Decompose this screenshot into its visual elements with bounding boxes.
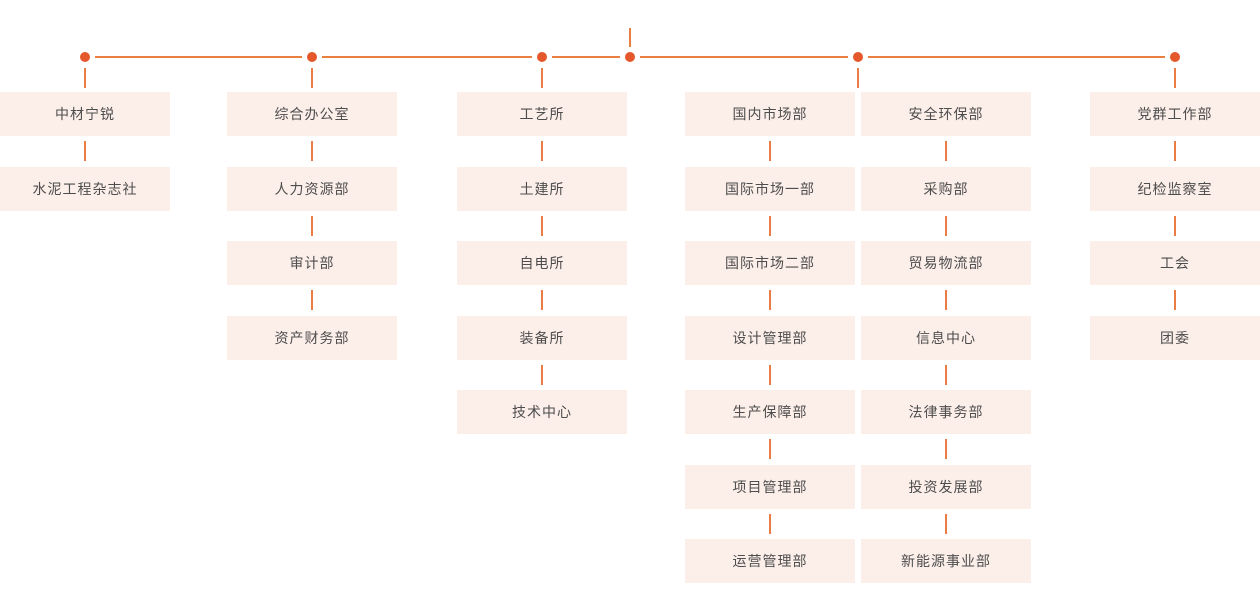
column-drop-line [84, 68, 86, 88]
org-node: 人力资源部 [227, 141, 397, 211]
org-node: 党群工作部 [1090, 92, 1260, 136]
column-drop-line [857, 68, 859, 88]
org-node: 运营管理部 [685, 513, 855, 583]
rail-segment [868, 56, 1165, 58]
org-column: 国内市场部 国际市场一部 国际市场二部 设计管理部 生产保障部 项目管理部 运营… [685, 92, 855, 583]
org-node: 水泥工程杂志社 [0, 141, 170, 211]
rail-segment [552, 56, 620, 58]
org-node: 装备所 [457, 290, 627, 360]
org-node: 自电所 [457, 215, 627, 285]
org-node: 新能源事业部 [861, 513, 1031, 583]
org-node: 综合办公室 [227, 92, 397, 136]
org-node: 生产保障部 [685, 364, 855, 434]
org-node: 信息中心 [861, 290, 1031, 360]
column-drop-line [311, 68, 313, 88]
org-column: 综合办公室 人力资源部 审计部 资产财务部 [227, 92, 397, 360]
org-node: 审计部 [227, 215, 397, 285]
org-node: 工会 [1090, 215, 1260, 285]
org-column: 工艺所 土建所 自电所 装备所 技术中心 [457, 92, 627, 434]
org-column: 中材宁锐 水泥工程杂志社 [0, 92, 170, 211]
rail-segment [640, 56, 848, 58]
connector-dot [853, 52, 863, 62]
column-drop-line [541, 68, 543, 88]
org-node: 纪检监察室 [1090, 141, 1260, 211]
org-node: 法律事务部 [861, 364, 1031, 434]
org-node: 团委 [1090, 290, 1260, 360]
parent-connector-stub [629, 28, 631, 47]
org-node: 国际市场一部 [685, 141, 855, 211]
org-node: 技术中心 [457, 364, 627, 434]
org-node: 国内市场部 [685, 92, 855, 136]
org-node: 投资发展部 [861, 439, 1031, 509]
org-node: 工艺所 [457, 92, 627, 136]
rail-segment [322, 56, 532, 58]
connector-dot [1170, 52, 1180, 62]
column-drop-line [1174, 68, 1176, 88]
org-node: 土建所 [457, 141, 627, 211]
org-node: 采购部 [861, 141, 1031, 211]
org-node: 项目管理部 [685, 439, 855, 509]
org-node: 贸易物流部 [861, 215, 1031, 285]
root-junction-dot [625, 52, 635, 62]
org-node: 国际市场二部 [685, 215, 855, 285]
rail-segment [95, 56, 302, 58]
org-column: 安全环保部 采购部 贸易物流部 信息中心 法律事务部 投资发展部 新能源事业部 [861, 92, 1031, 583]
connector-dot [307, 52, 317, 62]
connector-dot [80, 52, 90, 62]
org-node: 资产财务部 [227, 290, 397, 360]
org-column: 党群工作部 纪检监察室 工会 团委 [1090, 92, 1260, 360]
org-node: 中材宁锐 [0, 92, 170, 136]
connector-dot [537, 52, 547, 62]
org-node: 设计管理部 [685, 290, 855, 360]
org-node: 安全环保部 [861, 92, 1031, 136]
